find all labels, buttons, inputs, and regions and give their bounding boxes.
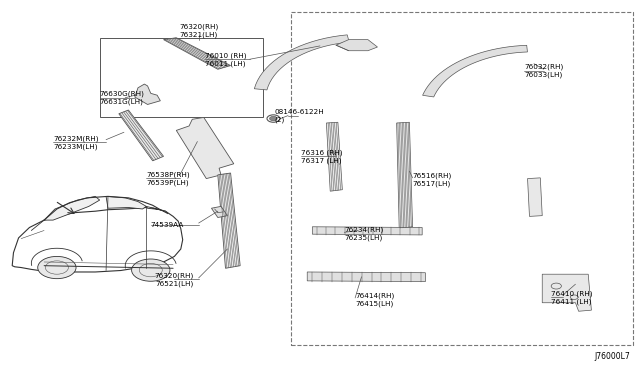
Text: J76000L7: J76000L7 [594,352,630,361]
Text: 76630G(RH)
76631G(LH): 76630G(RH) 76631G(LH) [100,90,145,105]
Polygon shape [176,118,234,179]
Text: 76232M(RH)
76233M(LH): 76232M(RH) 76233M(LH) [53,135,99,150]
Text: 76032(RH)
76033(LH): 76032(RH) 76033(LH) [524,64,564,78]
Polygon shape [147,206,168,214]
Text: 08146-6122H
(2): 08146-6122H (2) [274,109,324,124]
Polygon shape [254,35,349,90]
Text: 76320(RH)
76321(LH): 76320(RH) 76321(LH) [179,23,218,38]
Text: 76410 (RH)
76411 (LH): 76410 (RH) 76411 (LH) [551,291,593,305]
Polygon shape [336,39,378,51]
Polygon shape [119,110,164,161]
Polygon shape [542,274,591,311]
Polygon shape [397,122,413,228]
Text: 76316 (RH)
76317 (LH): 76316 (RH) 76317 (LH) [301,149,342,164]
Polygon shape [211,206,227,218]
Polygon shape [44,196,100,220]
Text: 76538P(RH)
76539P(LH): 76538P(RH) 76539P(LH) [147,171,190,186]
Polygon shape [527,178,542,217]
Polygon shape [135,84,161,105]
Polygon shape [218,173,240,268]
Polygon shape [326,122,342,191]
Text: 76516(RH)
76517(LH): 76516(RH) 76517(LH) [413,172,452,187]
Polygon shape [312,227,422,235]
Polygon shape [106,196,147,209]
Text: 76234(RH)
76235(LH): 76234(RH) 76235(LH) [344,227,383,241]
Polygon shape [422,45,527,97]
Polygon shape [307,272,426,282]
Text: 74539AA: 74539AA [151,222,184,228]
Circle shape [38,256,76,279]
Text: 76320(RH)
76521(LH): 76320(RH) 76521(LH) [155,272,194,287]
Text: 76414(RH)
76415(LH): 76414(RH) 76415(LH) [355,293,394,307]
Circle shape [132,259,170,281]
Circle shape [269,116,277,121]
Text: 76010 (RH)
76011 (LH): 76010 (RH) 76011 (LH) [205,52,246,67]
Polygon shape [164,38,230,69]
